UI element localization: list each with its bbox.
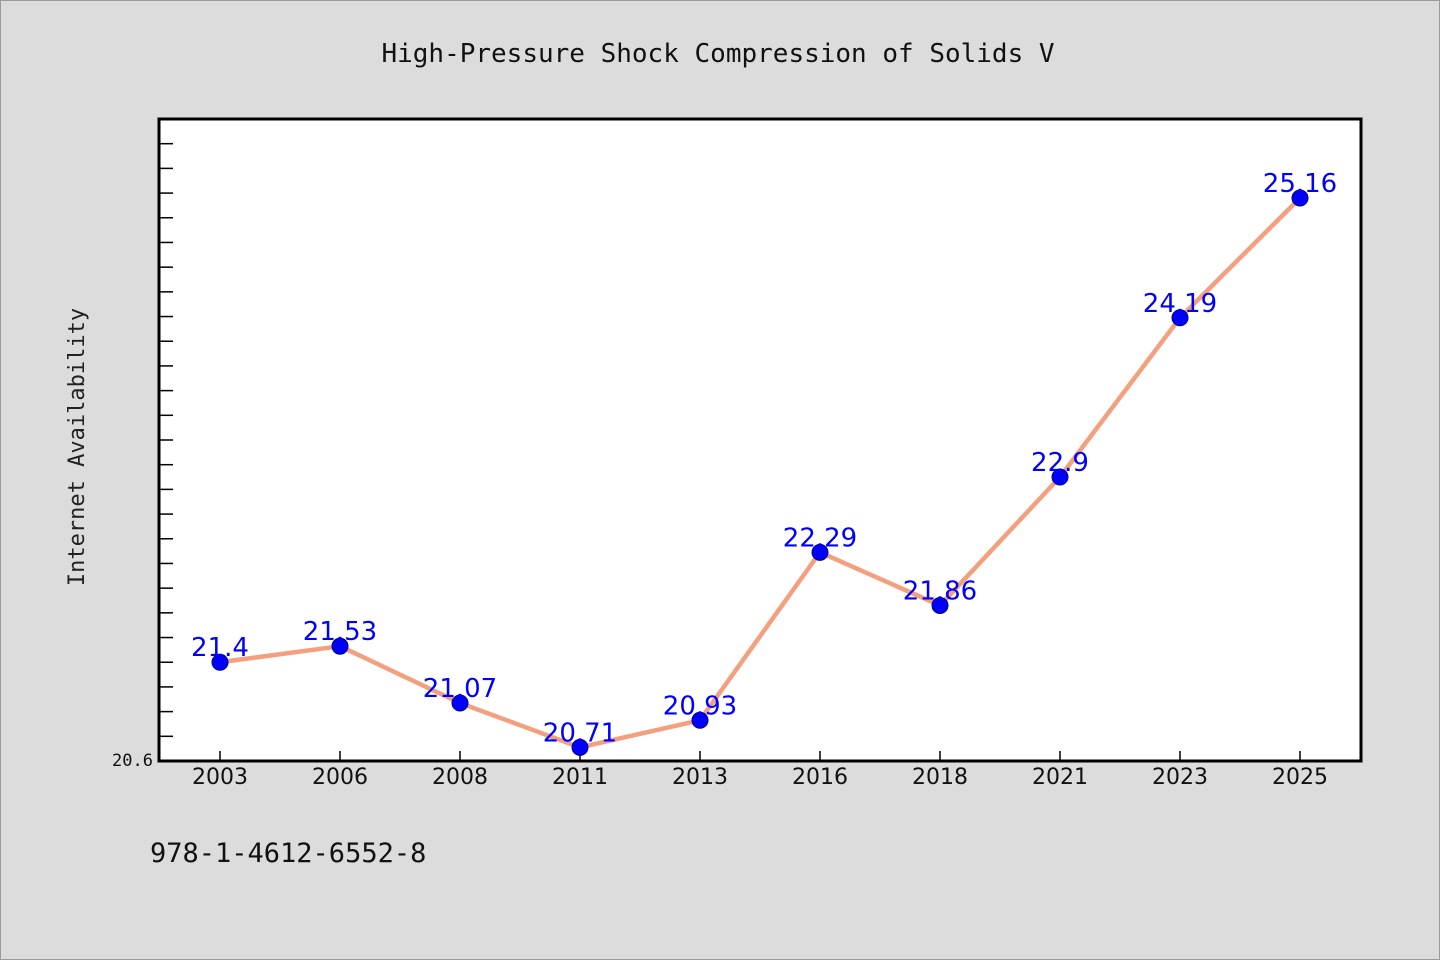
data-label: 21.4 — [191, 633, 249, 663]
x-tick-label: 2021 — [1032, 765, 1088, 790]
data-point — [931, 596, 949, 614]
plot-area — [157, 117, 1363, 763]
x-tick-label: 2023 — [1152, 765, 1208, 790]
x-tick-label: 2018 — [912, 765, 968, 790]
x-tick-label: 2011 — [552, 765, 608, 790]
data-point — [691, 711, 709, 729]
data-label: 24.19 — [1143, 289, 1217, 319]
x-tick-label: 2013 — [672, 765, 728, 790]
data-label: 25.16 — [1263, 169, 1337, 199]
x-tick-label: 2025 — [1272, 765, 1328, 790]
series-line — [219, 196, 1302, 750]
data-label: 21.53 — [303, 617, 377, 647]
y-axis-title: Internet Availability — [65, 308, 90, 586]
x-axis-tick-labels: 2003 2006 2008 2011 2013 2016 2018 2021 2023 2025 — [192, 765, 1328, 790]
data-labels-group: 21.4 21.53 21.07 20.71 20.93 22.29 21.86 22.9 24… — [191, 169, 1337, 748]
x-tick-label: 2003 — [192, 765, 248, 790]
data-point — [211, 653, 229, 671]
data-point — [811, 543, 829, 561]
x-tick-label: 2016 — [792, 765, 848, 790]
data-label: 21.07 — [423, 674, 497, 704]
data-point — [331, 637, 349, 655]
data-label: 22.9 — [1031, 448, 1089, 478]
y-tick-label-min: 20.6 — [112, 751, 153, 771]
x-tick-label: 2006 — [312, 765, 368, 790]
x-tick-label: 2008 — [432, 765, 488, 790]
data-point — [1291, 189, 1309, 207]
data-label: 22.29 — [783, 523, 857, 553]
data-point — [451, 694, 469, 712]
series-markers-group — [211, 189, 1309, 756]
chart-title: High-Pressure Shock Compression of Solid… — [381, 39, 1054, 69]
data-label: 20.71 — [543, 718, 617, 748]
data-point — [1171, 309, 1189, 327]
isbn-text: 978-1-4612-6552-8 — [150, 838, 426, 869]
data-label: 21.86 — [903, 576, 977, 606]
y-axis-ticks — [159, 142, 173, 738]
series-line-group — [219, 196, 1302, 750]
data-label: 20.93 — [663, 691, 737, 721]
data-point — [1051, 468, 1069, 486]
data-point — [571, 738, 589, 756]
